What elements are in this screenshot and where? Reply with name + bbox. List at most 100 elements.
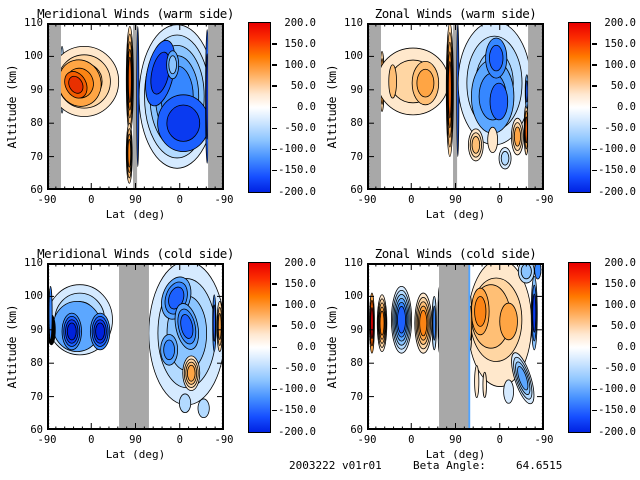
plot-title: Zonal Winds (warm side) xyxy=(374,6,537,21)
colorbar-label: 200.0 xyxy=(604,256,636,269)
colorbar-label: 0.0 xyxy=(617,341,636,353)
colorbar-tick xyxy=(271,283,277,285)
colorbar xyxy=(248,262,271,433)
y-tick-labels: 110 100 90 80 70 60 xyxy=(323,17,363,196)
colorbar-label: -200.0 xyxy=(278,425,316,438)
colorbar-label: 200.0 xyxy=(284,16,316,29)
x-axis-label: Lat (deg) xyxy=(425,448,486,461)
y-tick-labels: 110 100 90 80 70 60 xyxy=(323,257,363,436)
colorbar-label: 100.0 xyxy=(604,58,636,71)
y-tick-label: 70 xyxy=(350,390,363,403)
x-tick-label: 0 xyxy=(408,194,415,206)
colorbar-label: 100.0 xyxy=(284,298,316,311)
plot-title: Zonal Winds (cold side) xyxy=(374,246,537,261)
colorbar-label: 200.0 xyxy=(604,16,636,29)
colorbar-label: 150.0 xyxy=(284,37,316,50)
colorbar-tick xyxy=(271,148,277,151)
colorbar-label: -200.0 xyxy=(278,185,316,198)
footer-date-version: 2003222 v01r01 xyxy=(289,459,382,472)
y-tick-label: 90 xyxy=(30,83,43,96)
colorbar-label: -200.0 xyxy=(598,425,636,438)
y-tick-labels: 110 100 90 80 70 60 xyxy=(3,257,43,436)
colorbar-tick xyxy=(271,367,277,370)
colorbar-tick xyxy=(591,64,597,66)
colorbar-label: 150.0 xyxy=(604,37,636,50)
y-tick-label: 60 xyxy=(30,424,43,436)
colorbar-ticks xyxy=(591,262,600,431)
x-tick-label: -90 xyxy=(37,434,57,446)
x-tick-label: 0 xyxy=(408,434,415,446)
colorbar-label: -200.0 xyxy=(598,185,636,198)
colorbar-label: -150.0 xyxy=(598,404,636,417)
x-tick-label: 0 xyxy=(88,434,95,446)
y-tick-label: 80 xyxy=(30,117,43,130)
colorbar-label: 50.0 xyxy=(610,319,636,332)
x-tick-label: 90 xyxy=(129,434,142,446)
footer-beta-angle-label: Beta Angle: xyxy=(413,459,486,472)
colorbar-label: 50.0 xyxy=(290,319,316,332)
colorbar-labels: 200.0 150.0 100.0 50.0 0.0 -50.0 -100.0 -150.0 -… xyxy=(594,257,636,438)
colorbar-label: 0.0 xyxy=(297,341,316,353)
x-tick-label: 0 xyxy=(176,434,183,446)
x-tick-labels: -90 0 90 0 -90 xyxy=(38,434,234,446)
colorbar-tick xyxy=(271,64,277,66)
colorbar-tick xyxy=(271,409,277,412)
colorbar-label: 0.0 xyxy=(617,101,636,113)
colorbar-tick xyxy=(591,304,597,306)
y-tick-label: 90 xyxy=(30,323,43,336)
colorbar xyxy=(568,22,591,193)
colorbar-tick xyxy=(591,388,597,391)
colorbar-label: 200.0 xyxy=(284,256,316,269)
colorbar-label: -150.0 xyxy=(598,164,636,177)
colorbar-tick xyxy=(271,304,277,306)
colorbar-ticks xyxy=(271,262,280,431)
contour-plot xyxy=(47,263,224,430)
colorbar-labels: 200.0 150.0 100.0 50.0 0.0 -50.0 -100.0 -150.0 -… xyxy=(274,257,316,438)
colorbar-label: -50.0 xyxy=(284,362,316,375)
colorbar-label: -50.0 xyxy=(284,122,316,135)
colorbar-tick xyxy=(591,169,597,172)
colorbar-tick xyxy=(591,283,597,285)
colorbar-labels: 200.0 150.0 100.0 50.0 0.0 -50.0 -100.0 -150.0 -… xyxy=(274,17,316,198)
colorbar-label: 50.0 xyxy=(610,79,636,92)
colorbar-tick xyxy=(591,325,597,327)
colorbar-label: -100.0 xyxy=(278,383,316,396)
colorbar-label: -50.0 xyxy=(604,362,636,375)
x-tick-labels: -90 0 90 0 -90 xyxy=(358,194,554,206)
colorbar-tick xyxy=(271,388,277,391)
colorbar-tick xyxy=(591,43,597,45)
x-tick-label: 90 xyxy=(449,194,462,206)
y-tick-label: 80 xyxy=(350,117,363,130)
y-tick-label: 60 xyxy=(30,184,43,196)
colorbar-tick xyxy=(591,346,597,348)
y-tick-label: 90 xyxy=(350,323,363,336)
colorbar-ticks xyxy=(271,22,280,191)
colorbar-label: -150.0 xyxy=(278,164,316,177)
colorbar xyxy=(248,22,271,193)
x-tick-labels: -90 0 90 0 -90 xyxy=(38,194,234,206)
colorbar-label: -150.0 xyxy=(278,404,316,417)
y-tick-label: 70 xyxy=(30,150,43,163)
x-tick-label: 0 xyxy=(496,194,503,206)
y-tick-label: 100 xyxy=(344,290,363,303)
x-tick-label: 90 xyxy=(129,194,142,206)
colorbar-tick xyxy=(271,106,277,108)
y-tick-label: 100 xyxy=(24,290,43,303)
colorbar xyxy=(568,262,591,433)
x-tick-label: -90 xyxy=(357,194,377,206)
x-tick-label: -90 xyxy=(214,194,234,206)
x-tick-labels: -90 0 90 0 -90 xyxy=(358,434,554,446)
x-tick-label: -90 xyxy=(534,434,554,446)
colorbar-tick xyxy=(591,367,597,370)
y-tick-label: 100 xyxy=(344,50,363,63)
x-tick-label: 90 xyxy=(449,434,462,446)
colorbar-tick xyxy=(591,148,597,151)
x-tick-label: -90 xyxy=(37,194,57,206)
colorbar-label: -100.0 xyxy=(278,143,316,156)
contour-plot xyxy=(47,23,224,190)
x-axis-label: Lat (deg) xyxy=(425,208,486,221)
colorbar-label: -50.0 xyxy=(604,122,636,135)
x-tick-label: -90 xyxy=(357,434,377,446)
y-tick-label: 80 xyxy=(30,357,43,370)
colorbar-label: 150.0 xyxy=(284,277,316,290)
